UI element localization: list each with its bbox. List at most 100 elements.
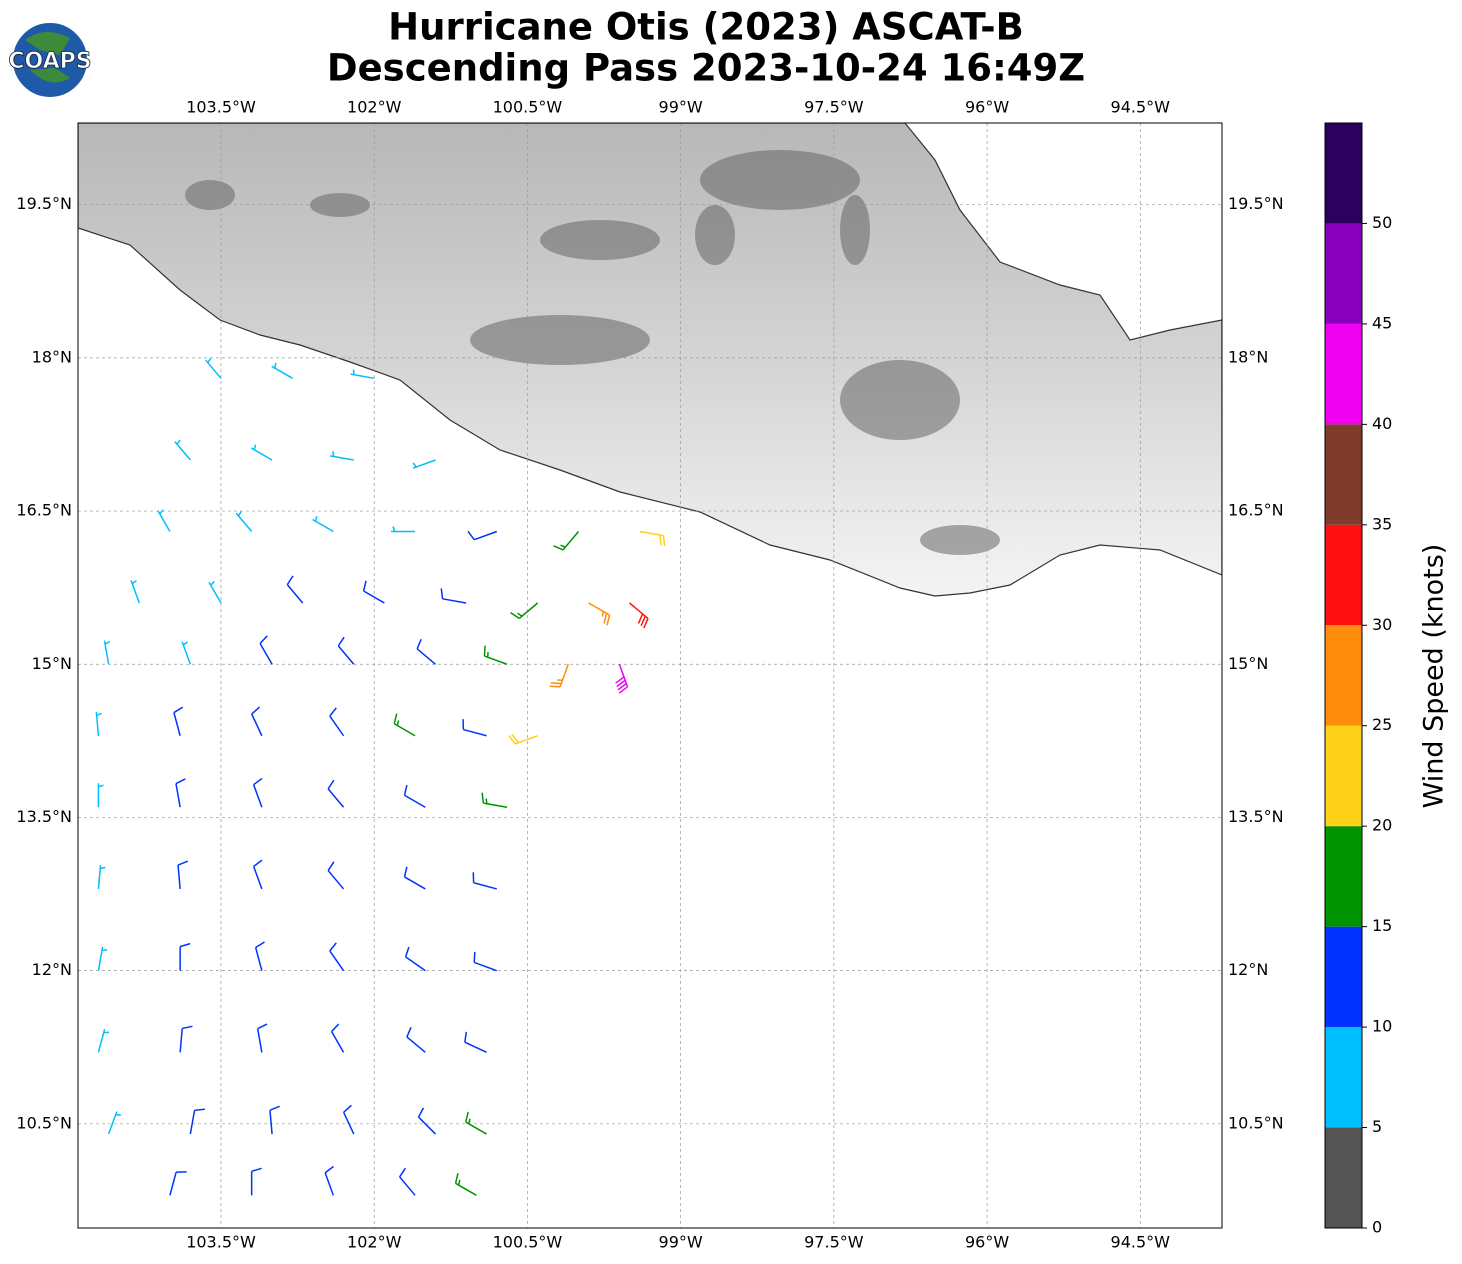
- colorbar-segment: [1325, 223, 1362, 324]
- wind-barb: [271, 362, 293, 379]
- y-tick-label: 12°N: [32, 960, 72, 979]
- wind-barb: [412, 459, 436, 469]
- y-tick-label: 12°N: [1228, 960, 1268, 979]
- map-frame: [77, 122, 1223, 1229]
- colorbar-tick-label: 40: [1372, 414, 1392, 433]
- wind-barb: [393, 713, 416, 737]
- colorbar-segment: [1325, 424, 1362, 525]
- y-tick-label: 18°N: [1228, 347, 1268, 366]
- wind-barb: [189, 1108, 205, 1135]
- wind-barb: [588, 602, 611, 626]
- wind-barb: [462, 719, 487, 737]
- colorbar-tick-label: 50: [1372, 213, 1392, 232]
- colorbar-tick-label: 15: [1372, 916, 1392, 935]
- x-tick-label: 97.5°W: [804, 1233, 864, 1252]
- colorbar-tick-label: 10: [1372, 1017, 1392, 1036]
- x-tick-label: 99°W: [659, 98, 703, 117]
- wind-barb: [329, 707, 345, 737]
- colorbar-label: Wind Speed (knots): [1419, 544, 1450, 809]
- wind-barb: [157, 509, 171, 532]
- wind-barb: [169, 1171, 187, 1196]
- wind-barb: [208, 580, 222, 604]
- wind-barb: [391, 526, 416, 533]
- x-tick-label: 94.5°W: [1111, 1233, 1171, 1252]
- wind-barb: [235, 511, 253, 532]
- wind-barb: [403, 784, 426, 808]
- wind-barb: [312, 516, 334, 533]
- wind-barb: [362, 580, 385, 604]
- wind-barb: [179, 942, 191, 971]
- terrain: [185, 150, 1000, 555]
- x-tick-label: 102°W: [347, 1233, 402, 1252]
- x-tick-label: 99°W: [659, 1233, 703, 1252]
- colorbar-frame: [1324, 122, 1363, 1229]
- x-tick-label: 100.5°W: [493, 98, 563, 117]
- x-tick-label: 103.5°W: [186, 98, 256, 117]
- wind-barb: [629, 602, 649, 629]
- wind-barb: [327, 861, 345, 890]
- wind-barb: [130, 580, 140, 604]
- x-tick-label: 102°W: [347, 98, 402, 117]
- x-tick-label: 100.5°W: [493, 1233, 563, 1252]
- colorbar-segment: [1325, 1127, 1362, 1228]
- colorbar-segment: [1325, 123, 1362, 224]
- wind-barb: [181, 641, 192, 665]
- wind-barb: [174, 439, 191, 461]
- wind-barb: [250, 1167, 262, 1196]
- colorbar-segment: [1325, 625, 1362, 726]
- wind-barb: [97, 783, 104, 808]
- colorbar-tick-label: 35: [1372, 514, 1392, 533]
- wind-barb: [179, 1025, 193, 1053]
- wind-barb: [175, 778, 186, 808]
- y-tick-label: 13.5°N: [1228, 807, 1284, 826]
- logo-text: COAPS: [8, 49, 91, 74]
- colorbar-segment: [1325, 826, 1362, 927]
- wind-barb: [329, 942, 345, 972]
- y-tick-label: 19.5°N: [1228, 194, 1284, 213]
- wind-barb: [404, 946, 426, 972]
- wind-barb: [464, 1031, 487, 1054]
- wind-barb: [251, 706, 263, 737]
- wind-barb: [440, 588, 467, 604]
- wind-barb: [403, 866, 426, 890]
- y-tick-label: 10.5°N: [1228, 1113, 1284, 1132]
- wind-barb: [107, 1111, 121, 1135]
- colorbar-tick-label: 25: [1372, 715, 1392, 734]
- wind-barb: [639, 530, 666, 547]
- wind-barb: [472, 872, 497, 890]
- wind-barb: [473, 951, 498, 972]
- wind-barb: [330, 451, 354, 461]
- map: [78, 123, 1222, 1228]
- wind-barb: [399, 1167, 416, 1196]
- wind-barb: [481, 792, 508, 808]
- y-tick-label: 15°N: [32, 654, 72, 673]
- wind-barb: [342, 1104, 355, 1135]
- logo: COAPS: [8, 21, 92, 99]
- title-line: Descending Pass 2023-10-24 16:49Z: [327, 47, 1085, 90]
- wind-barb: [337, 636, 355, 665]
- colorbar-segment: [1325, 323, 1362, 425]
- colorbar-tick-label: 0: [1372, 1218, 1382, 1237]
- wind-barb: [406, 1027, 426, 1053]
- wind-barb: [256, 1023, 268, 1053]
- wind-barb: [204, 357, 222, 379]
- wind-barb: [467, 530, 498, 541]
- colorbar-segment: [1325, 524, 1362, 626]
- wind-barb: [97, 1028, 109, 1053]
- wind-barb: [97, 864, 106, 890]
- colorbar-tick-label: 45: [1372, 313, 1392, 332]
- wind-barb: [454, 1172, 477, 1196]
- wind-barb: [286, 575, 304, 604]
- wind-barb: [417, 1107, 437, 1135]
- wind-barb: [252, 777, 263, 808]
- wind-barb: [324, 1165, 335, 1196]
- x-tick-label: 96°W: [965, 1233, 1009, 1252]
- y-tick-label: 10.5°N: [16, 1113, 72, 1132]
- wind-barb: [250, 444, 273, 461]
- y-tick-label: 16.5°N: [16, 501, 72, 520]
- wind-barb: [103, 640, 111, 665]
- title-line: Hurricane Otis (2023) ASCAT-B: [388, 6, 1024, 49]
- wind-barb: [259, 635, 273, 665]
- y-tick-label: 15°N: [1228, 654, 1268, 673]
